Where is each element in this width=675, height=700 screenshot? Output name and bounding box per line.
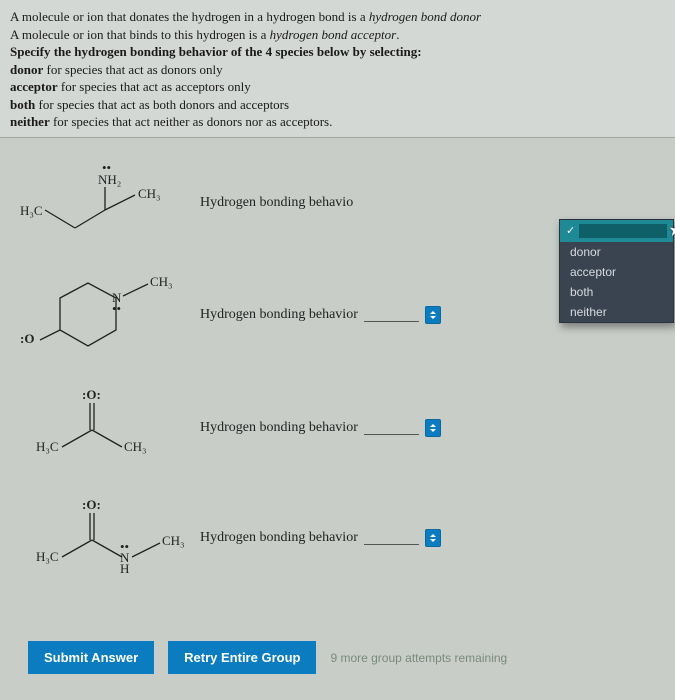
- dropdown-stepper-2[interactable]: [425, 306, 441, 324]
- instruction-line-3: Specify the hydrogen bonding behavior of…: [10, 43, 665, 61]
- ch3-label-4: CH₃: [162, 533, 185, 548]
- behavior-area-3: Hydrogen bonding behavior: [200, 419, 441, 437]
- behavior-label-4: Hydrogen bonding behavior: [200, 530, 358, 546]
- species-row-4: :O: H₃C •• N H CH₃ Hydrogen bonding beha…: [20, 493, 665, 583]
- answer-blank-2[interactable]: [364, 308, 419, 322]
- submit-answer-button[interactable]: Submit Answer: [28, 641, 154, 674]
- h3c-label-4: H₃C: [36, 549, 59, 564]
- species-row-1: •• NH₂ H₃C CH₃ Hydrogen bonding behavio …: [20, 158, 665, 248]
- dropdown-menu[interactable]: ✓ ➤ donor acceptor both neither: [559, 219, 674, 323]
- instruction-line-5: acceptor for species that act as accepto…: [10, 78, 665, 96]
- text: for species that act as donors only: [43, 62, 222, 77]
- h3c-label-3: H₃C: [36, 439, 59, 454]
- behavior-area-4: Hydrogen bonding behavior: [200, 529, 441, 547]
- check-icon: ✓: [566, 224, 575, 237]
- behavior-label-2: Hydrogen bonding behavior: [200, 307, 358, 323]
- button-row: Submit Answer Retry Entire Group 9 more …: [28, 641, 507, 674]
- lone-pair: ••: [112, 301, 121, 316]
- ch3-label-2: CH₃: [150, 274, 173, 289]
- text: acceptor: [10, 79, 58, 94]
- instructions-panel: A molecule or ion that donates the hydro…: [0, 0, 675, 138]
- behavior-label-1: Hydrogen bonding behavio: [200, 195, 353, 211]
- instruction-line-7: neither for species that act neither as …: [10, 113, 665, 131]
- dropdown-selected[interactable]: ✓ ➤: [560, 220, 673, 242]
- species-row-3: :O: H₃C CH₃ Hydrogen bonding behavior: [20, 383, 665, 473]
- dropdown-stepper-3[interactable]: [425, 419, 441, 437]
- dropdown-option-neither[interactable]: neither: [560, 302, 673, 322]
- text: .: [396, 27, 399, 42]
- dropdown-option-donor[interactable]: donor: [560, 242, 673, 262]
- cursor-icon: ➤: [667, 221, 675, 240]
- h-label-4: H: [120, 561, 129, 576]
- content-area: •• NH₂ H₃C CH₃ Hydrogen bonding behavio …: [0, 138, 675, 613]
- text: A molecule or ion that donates the hydro…: [10, 9, 369, 24]
- o-label: :O: [20, 331, 34, 346]
- attempts-remaining: 9 more group attempts remaining: [330, 651, 507, 665]
- answer-blank-4[interactable]: [364, 531, 419, 545]
- text: donor: [10, 62, 43, 77]
- ch3-label: CH₃: [138, 186, 161, 201]
- instruction-line-2: A molecule or ion that binds to this hyd…: [10, 26, 665, 44]
- text: for species that act as acceptors only: [58, 79, 251, 94]
- structure-3: :O: H₃C CH₃: [20, 385, 200, 470]
- behavior-area-2: Hydrogen bonding behavior: [200, 306, 441, 324]
- term-donor: hydrogen bond donor: [369, 9, 481, 24]
- answer-blank-3[interactable]: [364, 421, 419, 435]
- text: for species that act as both donors and …: [35, 97, 289, 112]
- dropdown-stepper-4[interactable]: [425, 529, 441, 547]
- retry-group-button[interactable]: Retry Entire Group: [168, 641, 316, 674]
- nh2-label: NH₂: [98, 172, 121, 187]
- structure-1: •• NH₂ H₃C CH₃: [20, 160, 200, 245]
- instruction-line-4: donor for species that act as donors onl…: [10, 61, 665, 79]
- text: both: [10, 97, 35, 112]
- structure-4: :O: H₃C •• N H CH₃: [20, 495, 200, 580]
- instruction-line-6: both for species that act as both donors…: [10, 96, 665, 114]
- dropdown-option-both[interactable]: both: [560, 282, 673, 302]
- o-label-3: :O:: [82, 387, 101, 402]
- structure-2: N •• CH₃ :O: [20, 268, 200, 363]
- behavior-label-3: Hydrogen bonding behavior: [200, 420, 358, 436]
- ch3-label-3: CH₃: [124, 439, 147, 454]
- term-acceptor: hydrogen bond acceptor: [270, 27, 397, 42]
- text: for species that act neither as donors n…: [50, 114, 333, 129]
- text: A molecule or ion that binds to this hyd…: [10, 27, 270, 42]
- dropdown-option-acceptor[interactable]: acceptor: [560, 262, 673, 282]
- text: neither: [10, 114, 50, 129]
- behavior-area-1: Hydrogen bonding behavio ✓ ➤ donor accep…: [200, 195, 353, 211]
- h3c-label: H₃C: [20, 203, 43, 218]
- instruction-line-1: A molecule or ion that donates the hydro…: [10, 8, 665, 26]
- o-label-4: :O:: [82, 497, 101, 512]
- dropdown-selected-bar: [579, 224, 667, 238]
